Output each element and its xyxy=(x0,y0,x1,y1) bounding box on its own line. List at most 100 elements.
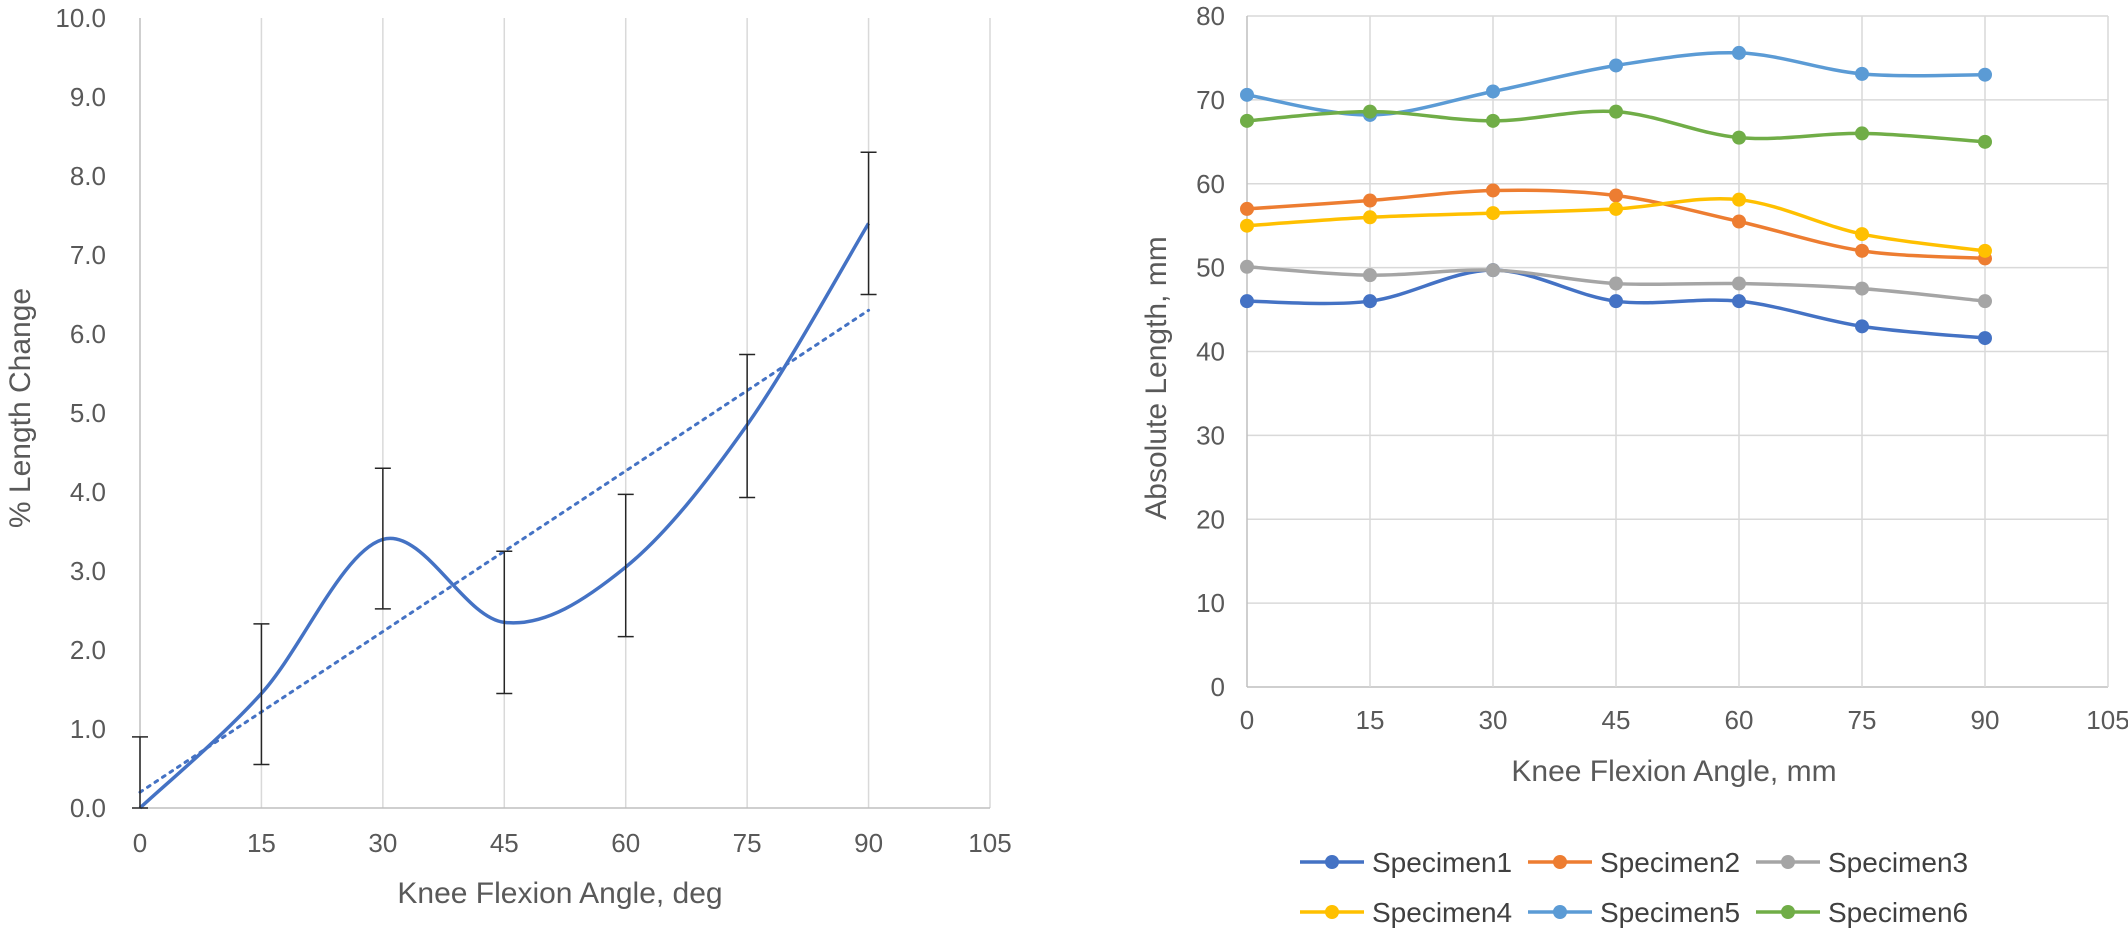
data-point xyxy=(1855,281,1869,296)
data-point xyxy=(1732,192,1746,207)
right-y-tick-labels: 0 10 20 30 40 50 60 70 80 xyxy=(1196,1,1225,702)
data-point xyxy=(1609,188,1623,203)
left-gridlines xyxy=(139,18,991,809)
data-point xyxy=(1609,58,1623,73)
right-chart-absolute-length: 0 10 20 30 40 50 60 70 80 0 15 30 45 60 75 90 105 Knee … xyxy=(1140,1,2128,928)
right-y-axis-title: Absolute Length, mm xyxy=(1140,236,1173,520)
data-point xyxy=(1363,193,1377,208)
right-y-tick-label: 40 xyxy=(1196,337,1225,367)
right-y-tick-label: 20 xyxy=(1196,504,1225,534)
data-point xyxy=(1486,183,1500,198)
data-point xyxy=(1363,104,1377,119)
right-x-tick-labels: 0 15 30 45 60 75 90 105 xyxy=(1240,705,2128,735)
legend-label: Specimen6 xyxy=(1828,897,1968,928)
data-point xyxy=(1732,45,1746,60)
data-point xyxy=(1609,294,1623,309)
data-point xyxy=(1855,319,1869,334)
series-specimen6 xyxy=(1240,104,1992,149)
left-x-tick-label: 105 xyxy=(968,828,1011,858)
legend-item-specimen2: Specimen2 xyxy=(1528,847,1740,878)
left-x-tick-label: 90 xyxy=(854,828,883,858)
right-legend: Specimen1 Specimen2 Specimen3 Specimen4 Spec… xyxy=(1300,847,1968,928)
data-point xyxy=(1363,210,1377,225)
error-bar xyxy=(132,736,148,809)
data-point xyxy=(1732,276,1746,291)
data-point xyxy=(1486,113,1500,128)
data-point xyxy=(1609,201,1623,216)
error-bar xyxy=(496,550,513,695)
left-y-tick-label: 4.0 xyxy=(70,477,106,507)
left-y-tick-label: 5.0 xyxy=(70,398,106,428)
left-x-tick-label: 75 xyxy=(733,828,762,858)
left-y-tick-label: 7.0 xyxy=(70,240,106,270)
data-point xyxy=(1240,87,1254,102)
right-x-tick-label: 45 xyxy=(1602,705,1631,735)
right-x-tick-label: 30 xyxy=(1479,705,1508,735)
legend-item-specimen6: Specimen6 xyxy=(1756,897,1968,928)
left-y-tick-label: 3.0 xyxy=(70,556,106,586)
right-y-tick-label: 50 xyxy=(1196,253,1225,283)
data-point xyxy=(1855,243,1869,258)
legend-label: Specimen2 xyxy=(1600,847,1740,878)
legend-label: Specimen4 xyxy=(1372,897,1512,928)
data-point xyxy=(1732,214,1746,229)
left-y-tick-label: 2.0 xyxy=(70,635,106,665)
data-point xyxy=(1978,67,1992,82)
data-point xyxy=(1486,206,1500,221)
right-x-tick-label: 60 xyxy=(1725,705,1754,735)
left-chart-percent-length-change: 0.0 1.0 2.0 3.0 4.0 5.0 6.0 7.0 8.0 9.0 10.0 0 15 30… xyxy=(4,3,1012,910)
data-point xyxy=(1609,276,1623,291)
data-point xyxy=(1240,259,1254,274)
error-bar xyxy=(617,493,634,638)
legend-label: Specimen3 xyxy=(1828,847,1968,878)
error-bar xyxy=(253,623,270,766)
left-y-tick-labels: 0.0 1.0 2.0 3.0 4.0 5.0 6.0 7.0 8.0 9.0 10.0 xyxy=(55,3,106,823)
data-point xyxy=(1240,294,1254,309)
data-point xyxy=(1855,126,1869,141)
series-specimen4 xyxy=(1240,192,1992,258)
right-y-tick-label: 80 xyxy=(1196,1,1225,31)
left-x-tick-label: 0 xyxy=(133,828,147,858)
data-point xyxy=(1855,66,1869,81)
right-y-tick-label: 10 xyxy=(1196,588,1225,618)
legend-label: Specimen1 xyxy=(1372,847,1512,878)
data-point xyxy=(1363,268,1377,283)
left-y-tick-label: 9.0 xyxy=(70,82,106,112)
data-point xyxy=(1732,130,1746,145)
series-specimen2 xyxy=(1240,183,1992,266)
legend-label: Specimen5 xyxy=(1600,897,1740,928)
legend-item-specimen4: Specimen4 xyxy=(1300,897,1512,928)
right-y-tick-label: 0 xyxy=(1211,672,1225,702)
data-point xyxy=(1240,113,1254,128)
error-bar xyxy=(374,467,391,610)
data-point xyxy=(1978,294,1992,309)
error-bar xyxy=(860,151,877,296)
data-point xyxy=(1240,218,1254,233)
left-x-tick-label: 45 xyxy=(490,828,519,858)
left-x-tick-label: 30 xyxy=(368,828,397,858)
left-y-tick-label: 1.0 xyxy=(70,714,106,744)
legend-item-specimen1: Specimen1 xyxy=(1300,847,1512,878)
left-y-tick-label: 8.0 xyxy=(70,161,106,191)
right-series xyxy=(1240,45,1992,346)
left-x-axis-title: Knee Flexion Angle, deg xyxy=(397,877,722,910)
right-x-axis-title: Knee Flexion Angle, mm xyxy=(1511,755,1836,788)
data-point xyxy=(1855,227,1869,242)
left-x-tick-label: 60 xyxy=(611,828,640,858)
right-x-tick-label: 0 xyxy=(1240,705,1254,735)
right-x-tick-label: 75 xyxy=(1848,705,1877,735)
right-y-tick-label: 70 xyxy=(1196,85,1225,115)
right-y-tick-label: 60 xyxy=(1196,169,1225,199)
left-y-axis-title: % Length Change xyxy=(4,288,37,528)
data-point xyxy=(1609,104,1623,119)
data-point xyxy=(1486,84,1500,99)
right-x-tick-label: 90 xyxy=(1971,705,2000,735)
right-x-tick-label: 105 xyxy=(2086,705,2128,735)
data-point xyxy=(1732,294,1746,309)
data-point xyxy=(1978,243,1992,258)
left-x-tick-label: 15 xyxy=(247,828,276,858)
legend-item-specimen3: Specimen3 xyxy=(1756,847,1968,878)
data-point xyxy=(1978,331,1992,346)
left-x-tick-labels: 0 15 30 45 60 75 90 105 xyxy=(133,828,1012,858)
